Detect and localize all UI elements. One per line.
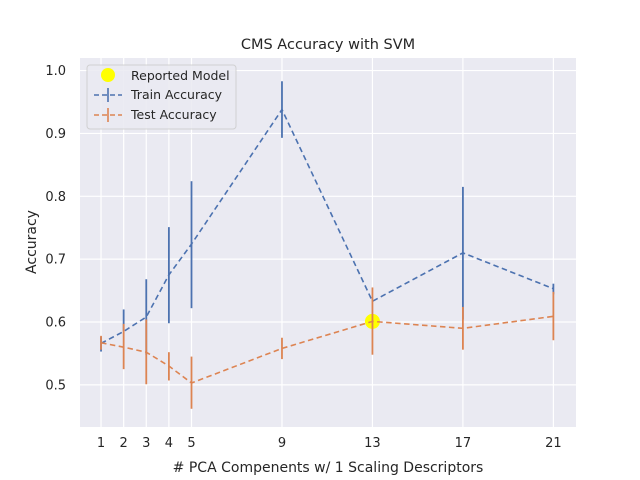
x-tick-label: 21	[545, 436, 562, 451]
y-tick-label: 0.5	[45, 378, 66, 393]
x-tick-label: 5	[187, 436, 195, 451]
x-tick-label: 17	[455, 436, 472, 451]
x-tick-label: 1	[97, 436, 105, 451]
legend-box	[86, 64, 237, 130]
legend-marker-reported-model	[101, 68, 115, 82]
legend-label-reported-model: Reported Model	[131, 68, 230, 83]
x-tick-label: 9	[278, 436, 286, 451]
x-tick-label: 4	[165, 436, 173, 451]
x-tick-label: 3	[142, 436, 150, 451]
x-tick-label: 2	[120, 436, 128, 451]
y-tick-label: 0.7	[45, 253, 66, 268]
y-tick-label: 1.0	[45, 64, 66, 79]
y-tick-label: 0.9	[45, 127, 66, 142]
chart-title: CMS Accuracy with SVM	[241, 37, 415, 53]
legend-label-test: Test Accuracy	[130, 107, 217, 122]
series-layer	[100, 81, 555, 409]
legend-label-train: Train Accuracy	[130, 87, 223, 102]
test-accuracy-line	[100, 315, 554, 384]
x-tick-label: 13	[364, 436, 381, 451]
y-tick-label: 0.8	[45, 190, 66, 205]
x-axis-label: # PCA Compenents w/ 1 Scaling Descriptor…	[173, 460, 484, 476]
train-accuracy-line	[100, 107, 554, 345]
tick-labels: 1 2 3 4 5 9 13 17 21 0.5 0.6 0.7 0.8 0.9 1.0	[45, 64, 561, 451]
legend: Reported Model Train Accuracy Test Accur…	[86, 64, 237, 130]
y-axis-label: Accuracy	[24, 210, 40, 274]
y-tick-label: 0.6	[45, 316, 66, 331]
